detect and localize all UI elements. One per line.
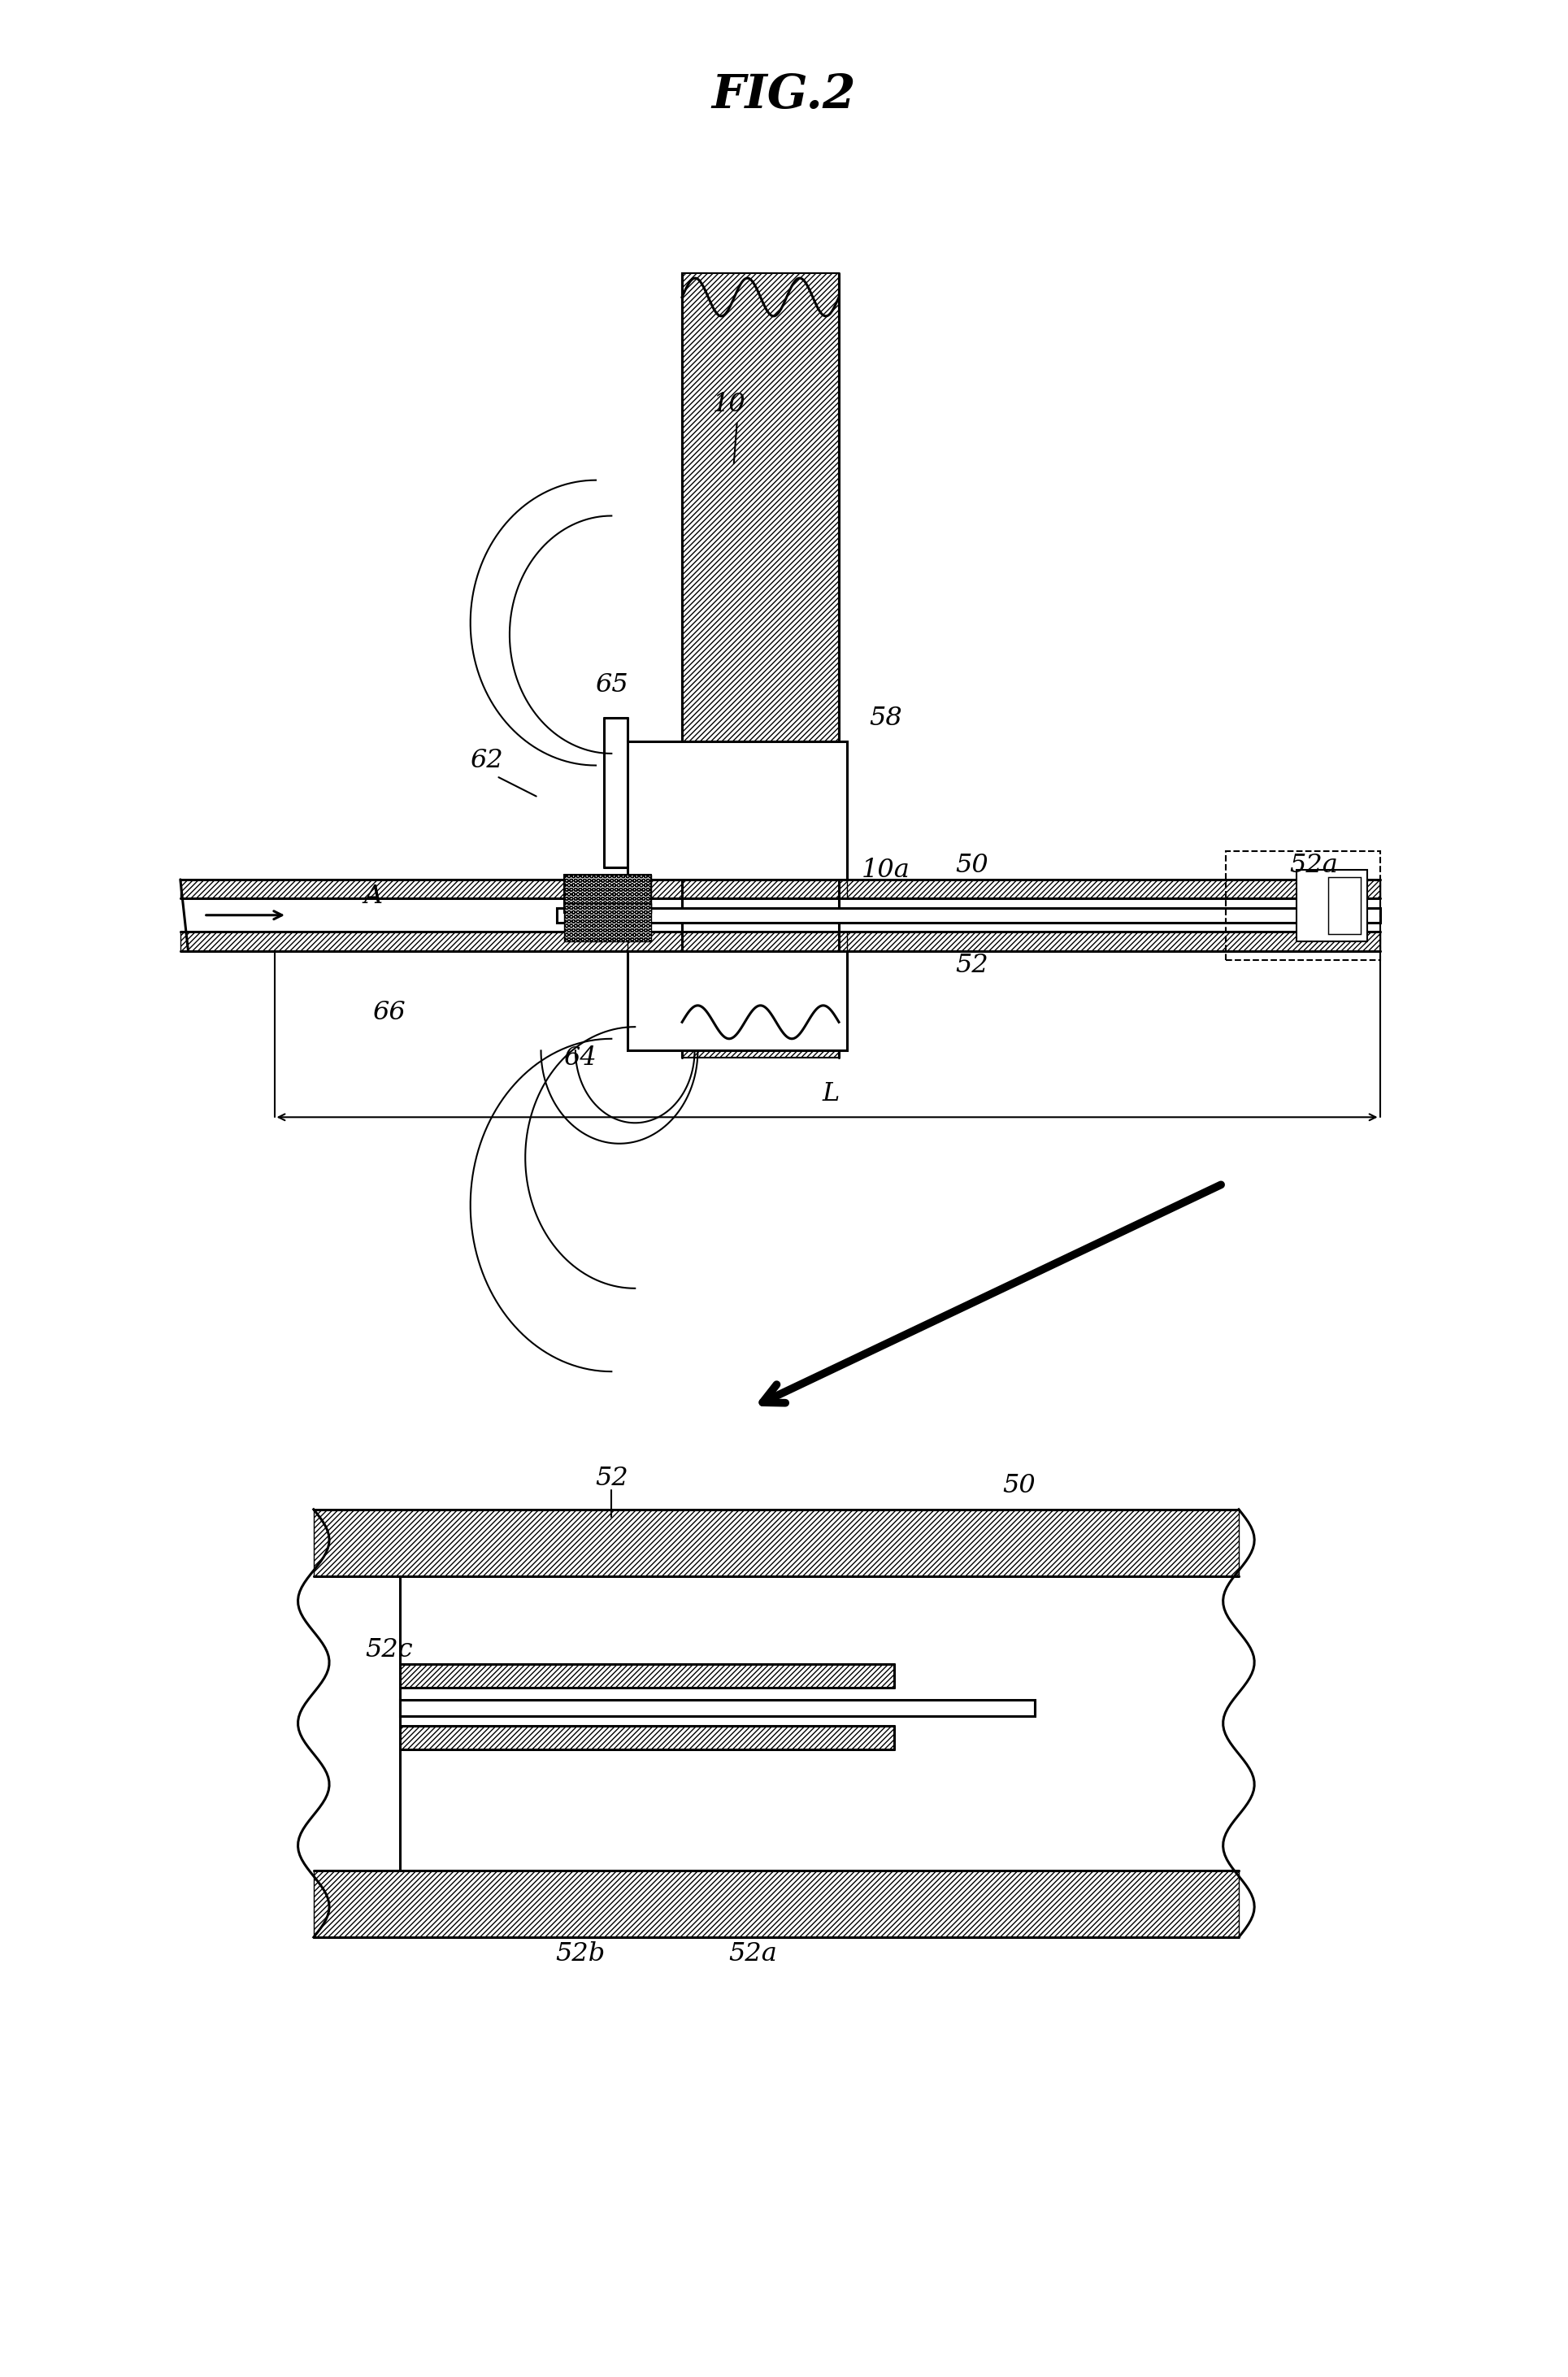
Text: 52a: 52a xyxy=(728,1942,778,1966)
Text: FIG.2: FIG.2 xyxy=(712,71,856,119)
Bar xyxy=(180,879,1380,899)
Text: 65: 65 xyxy=(594,673,629,696)
Text: 52a: 52a xyxy=(1289,853,1339,877)
Bar xyxy=(1297,870,1367,941)
Bar xyxy=(180,932,1380,951)
Text: 10a: 10a xyxy=(861,858,911,882)
Bar xyxy=(314,1871,1239,1937)
Text: 62: 62 xyxy=(469,749,503,773)
Text: 52: 52 xyxy=(594,1467,629,1490)
Bar xyxy=(400,1700,1035,1716)
Text: 52: 52 xyxy=(955,953,989,977)
Bar xyxy=(682,879,839,899)
Text: A: A xyxy=(364,884,383,908)
Bar xyxy=(682,932,839,951)
Bar xyxy=(314,1509,1239,1576)
Bar xyxy=(682,879,839,951)
Bar xyxy=(564,903,651,941)
Text: 66: 66 xyxy=(372,1001,406,1024)
Text: 10: 10 xyxy=(712,392,746,416)
Text: 50: 50 xyxy=(1002,1474,1036,1498)
Bar xyxy=(1328,877,1361,934)
Bar xyxy=(1226,851,1380,960)
Text: 64: 64 xyxy=(563,1046,597,1070)
Text: L: L xyxy=(822,1082,840,1105)
Text: 58: 58 xyxy=(869,706,903,730)
Bar xyxy=(627,742,847,879)
Bar xyxy=(627,879,847,899)
Bar xyxy=(400,1664,894,1688)
Text: 52c: 52c xyxy=(365,1638,412,1662)
Bar xyxy=(627,951,847,1051)
Bar xyxy=(557,908,1380,922)
Bar xyxy=(627,932,847,951)
Text: 50: 50 xyxy=(955,853,989,877)
Bar xyxy=(564,875,651,913)
Bar xyxy=(400,1726,894,1749)
Text: 52b: 52b xyxy=(555,1942,605,1966)
Bar xyxy=(682,273,839,1058)
